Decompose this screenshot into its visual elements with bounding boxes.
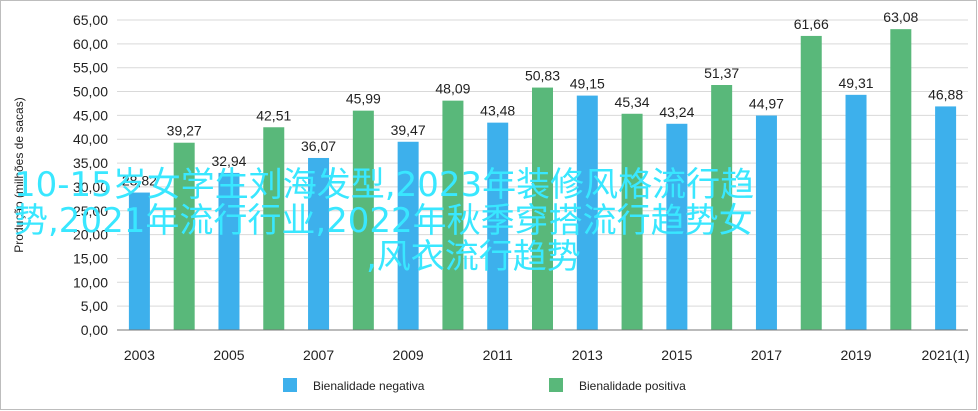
value-labels: 28,82 32,94 36,07 39,47 43,48 49,15 43,24 44,97… bbox=[122, 9, 963, 188]
legend: Bienalidade negativa Bienalidade positiva bbox=[283, 378, 686, 393]
value-label: 39,27 bbox=[167, 123, 202, 139]
y-tick-label: 10,00 bbox=[73, 274, 108, 290]
x-tick-label: 2009 bbox=[393, 347, 424, 363]
bar-positiva bbox=[263, 127, 285, 330]
bars bbox=[128, 29, 957, 331]
x-tick-label: 2015 bbox=[661, 347, 692, 363]
legend-swatch bbox=[549, 378, 563, 392]
y-axis-ticks: 0,00 5,00 10,00 15,00 20,00 25,00 30,00 35,00 40… bbox=[73, 12, 108, 338]
value-label: 36,07 bbox=[301, 138, 336, 154]
watermark-overlay: 10-15岁女学生刘海发型,2023年装修风格流行趋 势,2021年流行行业,2… bbox=[14, 165, 754, 277]
x-tick-label: 2017 bbox=[751, 347, 782, 363]
bar-negativa bbox=[755, 115, 777, 330]
bar-negativa bbox=[666, 123, 688, 330]
y-tick-label: 20,00 bbox=[73, 227, 108, 243]
y-tick-label: 65,00 bbox=[73, 12, 108, 28]
y-tick-label: 25,00 bbox=[73, 203, 108, 219]
bar-negativa bbox=[397, 141, 419, 330]
value-label: 46,88 bbox=[928, 86, 963, 102]
x-tick-label: 2007 bbox=[303, 347, 334, 363]
value-label: 51,37 bbox=[704, 65, 739, 81]
y-tick-label: 50,00 bbox=[73, 84, 108, 100]
value-label: 61,66 bbox=[794, 16, 829, 32]
bar-negativa bbox=[576, 95, 598, 330]
x-tick-label: 2021(1) bbox=[921, 347, 969, 363]
bar-positiva bbox=[800, 35, 822, 330]
value-label: 28,82 bbox=[122, 173, 157, 189]
grid-lines bbox=[117, 19, 968, 307]
y-tick-label: 40,00 bbox=[73, 131, 108, 147]
y-tick-label: 30,00 bbox=[73, 179, 108, 195]
y-tick-label: 15,00 bbox=[73, 250, 108, 266]
watermark-line-2: 势,2021年流行行业,2022年秋季穿搭流行趋势女 bbox=[14, 201, 753, 241]
value-label: 45,34 bbox=[615, 94, 650, 110]
x-tick-label: 2019 bbox=[840, 347, 871, 363]
bar-positiva bbox=[711, 85, 733, 331]
value-label: 45,99 bbox=[346, 91, 381, 107]
value-label: 43,24 bbox=[659, 104, 694, 120]
y-tick-label: 55,00 bbox=[73, 60, 108, 76]
y-tick-label: 35,00 bbox=[73, 155, 108, 171]
bar-positiva bbox=[621, 113, 643, 330]
value-label: 32,94 bbox=[211, 153, 246, 169]
value-label: 42,51 bbox=[256, 107, 291, 123]
value-label: 49,31 bbox=[839, 75, 874, 91]
value-label: 49,15 bbox=[570, 76, 605, 92]
bar-positiva bbox=[890, 29, 912, 331]
y-axis-label: Produção (milhões de sacas) bbox=[12, 97, 26, 252]
value-label: 44,97 bbox=[749, 96, 784, 112]
value-label: 50,83 bbox=[525, 68, 560, 84]
legend-label: Bienalidade negativa bbox=[313, 379, 425, 393]
x-tick-label: 2011 bbox=[483, 347, 513, 363]
bar-positiva bbox=[173, 142, 195, 330]
x-axis-ticks: 2003 2005 2007 2009 2011 2013 2015 2017 2019 2021… bbox=[124, 347, 970, 363]
bar-positiva bbox=[352, 110, 374, 330]
x-tick-label: 2003 bbox=[124, 347, 155, 363]
bar-negativa bbox=[128, 192, 150, 330]
bar-negativa bbox=[308, 157, 330, 330]
value-label: 48,09 bbox=[435, 81, 470, 97]
bar-negativa bbox=[487, 122, 509, 330]
y-tick-label: 60,00 bbox=[73, 36, 108, 52]
bar-negativa bbox=[218, 172, 240, 330]
legend-swatch bbox=[283, 378, 297, 392]
x-tick-label: 2013 bbox=[572, 347, 603, 363]
y-tick-label: 0,00 bbox=[81, 322, 108, 338]
watermark-line-3: ,风衣流行趋势 bbox=[366, 237, 581, 277]
x-tick-label: 2005 bbox=[213, 347, 244, 363]
watermark-line-1: 10-15岁女学生刘海发型,2023年装修风格流行趋 bbox=[14, 165, 754, 205]
bar-positiva bbox=[442, 100, 464, 330]
value-label: 63,08 bbox=[883, 9, 918, 25]
y-tick-label: 45,00 bbox=[73, 107, 108, 123]
value-label: 39,47 bbox=[391, 122, 426, 138]
legend-label: Bienalidade positiva bbox=[579, 379, 686, 393]
y-tick-label: 5,00 bbox=[81, 298, 108, 314]
bar-negativa bbox=[845, 94, 867, 331]
value-label: 43,48 bbox=[480, 103, 515, 119]
bar-negativa bbox=[935, 106, 957, 331]
bar-positiva bbox=[532, 87, 553, 330]
